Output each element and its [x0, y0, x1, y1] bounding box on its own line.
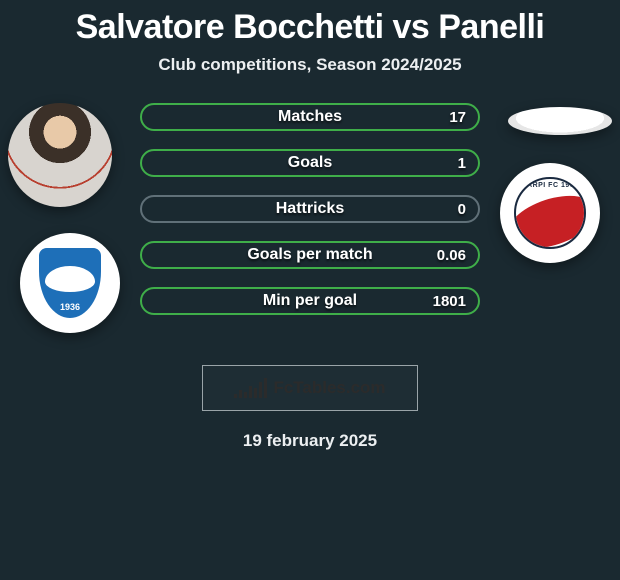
- stat-value-right: 0.06: [437, 243, 466, 267]
- swoosh-icon: [514, 186, 586, 249]
- bar-icon: [249, 386, 252, 398]
- brand-label: FcTables.com: [273, 378, 385, 398]
- page-title: Salvatore Bocchetti vs Panelli: [0, 0, 620, 47]
- stat-row: Min per goal1801: [140, 287, 480, 315]
- stats-list: Matches17 Goals1 Hattricks0 Goals per match…: [140, 103, 480, 315]
- player-left-avatar: [8, 103, 112, 207]
- bar-icon: [259, 382, 262, 398]
- comparison-area: 1936 CARPI FC 1909 Matches17 Goals1 Hattri…: [0, 103, 620, 343]
- stat-row: Goals1: [140, 149, 480, 177]
- bar-icon: [244, 392, 247, 398]
- stat-label: Hattricks: [142, 197, 478, 221]
- club-right-text: CARPI FC 1909: [516, 182, 584, 189]
- page-subtitle: Club competitions, Season 2024/2025: [0, 55, 620, 75]
- club-left-year: 1936: [39, 302, 101, 312]
- dolphin-icon: [45, 266, 95, 292]
- stat-value-right: 1801: [433, 289, 466, 313]
- stat-row: Matches17: [140, 103, 480, 131]
- stat-row: Hattricks0: [140, 195, 480, 223]
- stat-row: Goals per match0.06: [140, 241, 480, 269]
- stat-label: Goals per match: [142, 243, 478, 267]
- carpi-badge-icon: CARPI FC 1909: [514, 177, 586, 249]
- bar-chart-icon: [234, 378, 267, 398]
- bar-icon: [254, 388, 257, 398]
- stat-label: Min per goal: [142, 289, 478, 313]
- footer-date: 19 february 2025: [0, 431, 620, 451]
- bar-icon: [264, 378, 267, 398]
- stat-value-right: 1: [458, 151, 466, 175]
- brand-box: FcTables.com: [202, 365, 418, 411]
- player-right-avatar: [508, 107, 612, 135]
- bar-icon: [239, 390, 242, 398]
- stat-label: Goals: [142, 151, 478, 175]
- club-right-badge: CARPI FC 1909: [500, 163, 600, 263]
- stat-value-right: 17: [449, 105, 466, 129]
- bar-icon: [234, 394, 237, 398]
- stat-value-right: 0: [458, 197, 466, 221]
- pescara-shield-icon: 1936: [39, 248, 101, 318]
- club-left-badge: 1936: [20, 233, 120, 333]
- stat-label: Matches: [142, 105, 478, 129]
